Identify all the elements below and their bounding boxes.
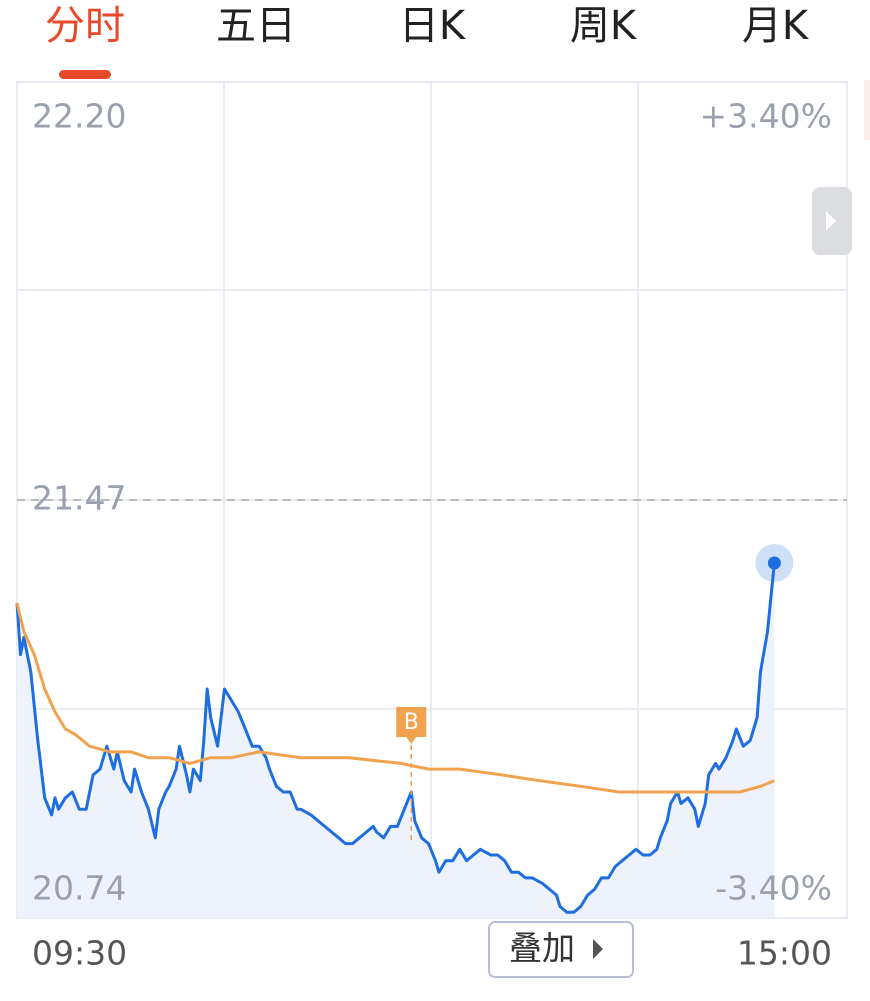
x-tick-label: 15:00 [737,934,832,973]
overlay-button-frame[interactable] [488,921,634,978]
last-point [767,556,781,570]
tab[interactable]: 日K [399,3,467,49]
series-line [15,562,776,914]
y-tick-label: 20.74 [32,869,126,908]
tab[interactable]: 五日 [216,3,296,49]
y-tick-label: 22.20 [32,97,126,136]
y2-tick-label: -3.40% [715,869,832,908]
series-line [15,602,775,794]
tab[interactable]: 周K [570,3,638,49]
y2-tick-label: +3.40% [700,97,832,136]
overlay-button-label[interactable]: 叠加 [509,929,575,968]
tab[interactable]: 月K [742,3,810,49]
marker-badge [396,707,427,744]
plot: B [15,81,847,919]
active-tab-indicator [59,70,111,79]
overlay-button-arrow [593,939,603,959]
marker-label: B [404,710,419,735]
overlay-button[interactable]: 叠加 [488,921,634,978]
x-tick-label: 09:30 [32,934,127,973]
tab-bar: 分时 五日 日K 周K 月K [45,3,810,49]
area-fill [17,563,775,918]
tab[interactable]: 分时 [45,3,125,49]
y-tick-label: 21.47 [32,479,126,518]
side-panel-arrow [826,211,836,231]
side-edge [864,80,870,140]
